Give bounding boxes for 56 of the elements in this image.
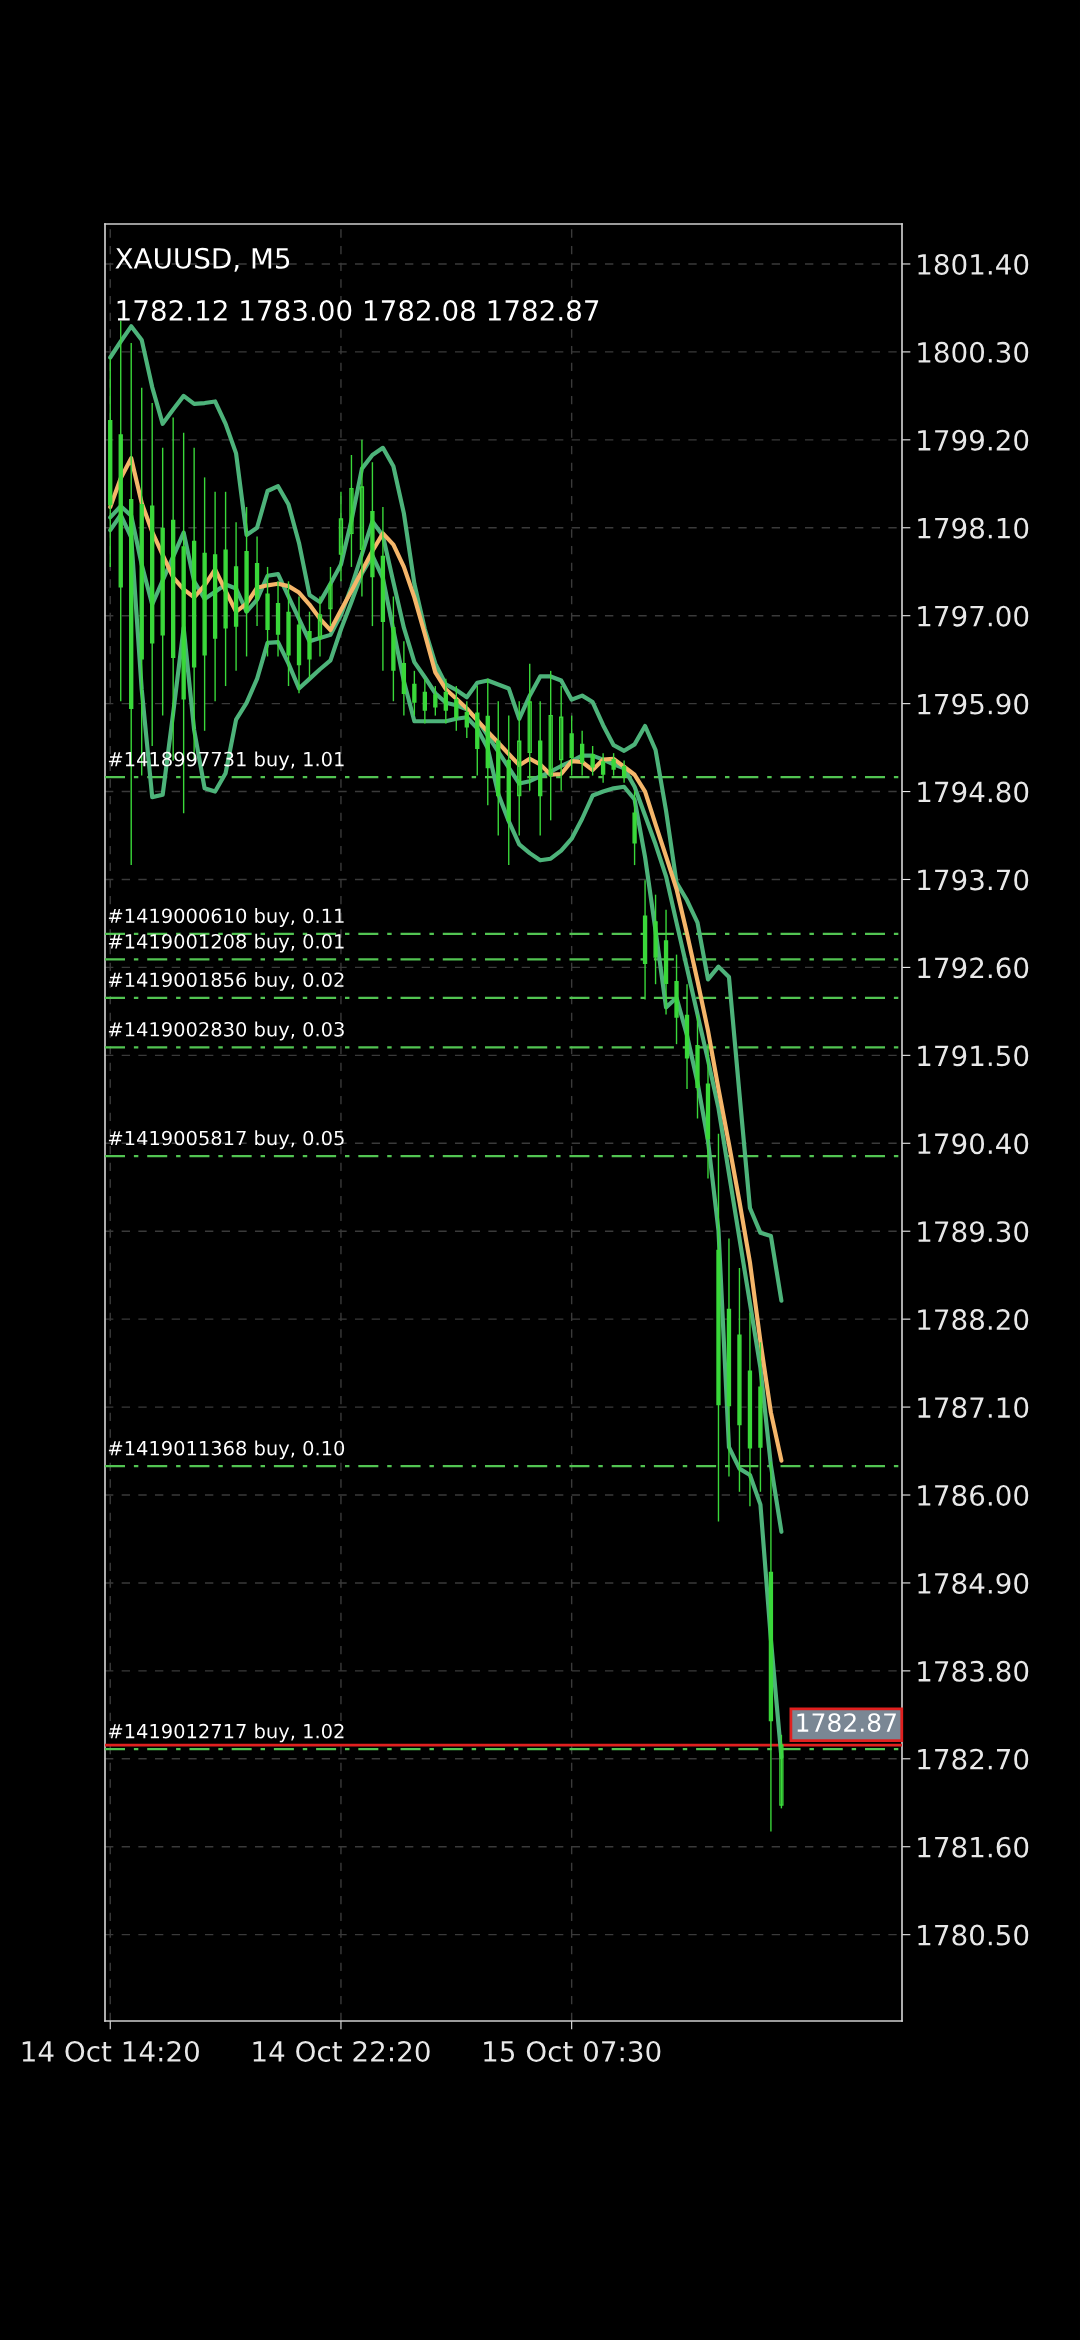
candlestick <box>422 678 428 725</box>
y-tick-label: 1794.80 <box>918 781 1029 803</box>
ref-line-label: #1419000610 buy, 0.11 <box>108 908 344 927</box>
x-tick-label: 14 Oct 22:20 <box>253 2040 430 2062</box>
y-tick-label: 1799.20 <box>918 429 1029 451</box>
ref-line-label: #1419001208 buy, 0.01 <box>108 933 344 953</box>
y-tick-label: 1793.70 <box>918 869 1029 891</box>
candlestick <box>349 454 354 568</box>
candlestick <box>412 670 417 717</box>
candlestick <box>569 714 574 777</box>
y-tick-label: 1782.70 <box>918 1748 1029 1770</box>
y-tick-label: 1783.80 <box>918 1660 1029 1682</box>
text: XAUUSD, M5 <box>115 247 290 272</box>
candlestick <box>443 678 448 725</box>
candlestick <box>527 662 532 792</box>
y-tick-label: 1800.30 <box>918 341 1029 363</box>
candlestick <box>433 685 438 717</box>
x-tick-label: 14 Oct 14:20 <box>22 2040 199 2062</box>
y-tick-label: 1789.30 <box>918 1221 1029 1243</box>
candlestick <box>621 759 627 784</box>
y-tick-label: 1790.40 <box>918 1133 1029 1155</box>
candlestick <box>454 685 459 732</box>
y-tick-label: 1787.10 <box>918 1397 1029 1419</box>
candlestick <box>779 1734 784 1810</box>
y-tick-label: 1797.00 <box>918 605 1029 627</box>
ref-line-label: #1419011368 buy, 0.10 <box>108 1440 345 1460</box>
candlestick <box>559 685 564 792</box>
y-tick-label: 1792.60 <box>918 957 1029 979</box>
y-tick-label: 1781.60 <box>918 1836 1029 1858</box>
y-tick-label: 1798.10 <box>918 517 1029 539</box>
y-tick-label: 1780.50 <box>918 1924 1029 1946</box>
candlestick <box>548 670 553 822</box>
candlestick <box>328 566 333 627</box>
y-tick-label: 1786.00 <box>918 1484 1029 1506</box>
candlestick <box>600 752 606 784</box>
ref-line-label: #1419005817 buy, 0.05 <box>108 1130 344 1150</box>
ref-line-label: #1419001856 buy, 0.02 <box>108 972 344 991</box>
candlestick <box>590 745 595 777</box>
y-tick-label: 1795.90 <box>918 693 1029 715</box>
candlestick <box>464 700 469 739</box>
ref-line-label: 1782.87 <box>797 1713 896 1733</box>
candlestick <box>579 730 585 777</box>
candlestick <box>338 491 344 583</box>
x-tick-label: 15 Oct 07:30 <box>484 2040 661 2062</box>
line-series <box>108 324 784 1303</box>
y-tick-label: 1788.20 <box>918 1309 1029 1331</box>
candlestick <box>317 595 323 658</box>
y-tick-label: 1801.40 <box>918 253 1029 275</box>
candlestick <box>359 439 365 598</box>
y-tick-label: 1791.50 <box>918 1045 1029 1067</box>
ref-line-label: #1419012717 buy, 1.02 <box>108 1723 344 1743</box>
y-tick-label: 1784.90 <box>918 1572 1029 1594</box>
ref-line-label: #1419002830 buy, 0.03 <box>108 1021 344 1041</box>
candlestick <box>517 700 522 837</box>
candlestick <box>611 752 616 777</box>
text: 1782.12 1783.00 1782.08 1782.87 <box>117 299 599 321</box>
